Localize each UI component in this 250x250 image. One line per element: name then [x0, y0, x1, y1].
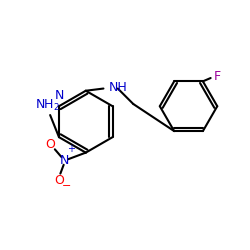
Text: NH: NH: [109, 81, 128, 94]
Text: −: −: [62, 181, 72, 191]
Text: N: N: [54, 89, 64, 102]
Text: N: N: [60, 154, 70, 167]
Text: O: O: [46, 138, 55, 151]
Text: F: F: [214, 70, 221, 84]
Text: O: O: [54, 174, 64, 187]
Text: +: +: [68, 144, 76, 154]
Text: NH$_2$: NH$_2$: [36, 98, 60, 113]
